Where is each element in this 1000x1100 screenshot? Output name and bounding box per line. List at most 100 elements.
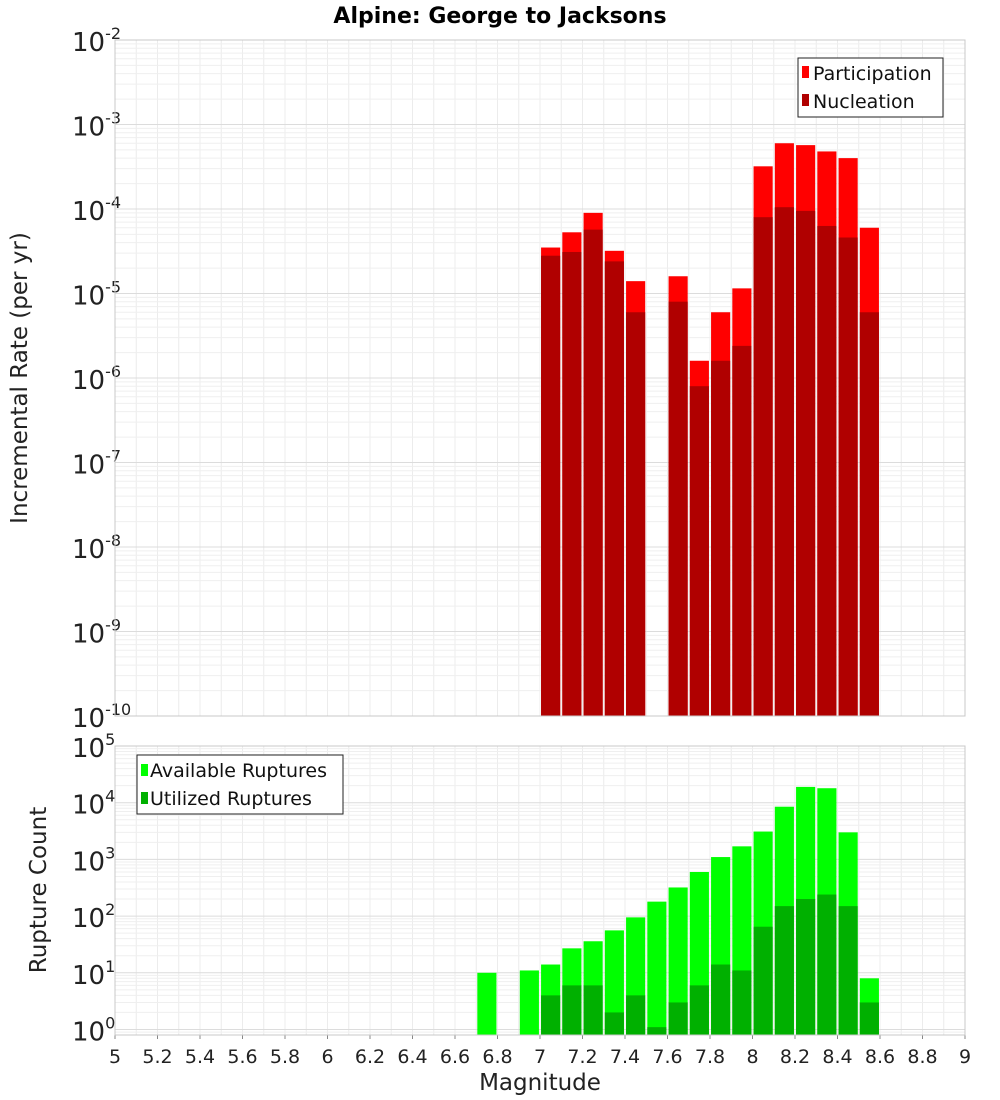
y-tick-base: 10 — [72, 366, 105, 396]
bar-utilized-ruptures — [562, 985, 582, 1035]
y-tick-base: 10 — [72, 451, 105, 481]
y-tick-exponent: 1 — [105, 957, 115, 976]
bottom-y-axis-label: Rupture Count — [26, 807, 52, 973]
bar-nucleation — [838, 237, 858, 717]
chart-title: Alpine: George to Jacksons — [333, 4, 666, 29]
y-tick-base: 10 — [72, 282, 105, 312]
bar-nucleation — [668, 301, 688, 716]
x-tick-label: 5.2 — [142, 1046, 172, 1068]
y-tick-base: 10 — [72, 113, 105, 143]
top-grid — [114, 39, 966, 717]
top-panel: 10-210-310-410-510-610-710-810-910-10 In… — [7, 24, 966, 734]
bottom-legend: Available Ruptures Utilized Ruptures — [136, 754, 344, 815]
bar-utilized-ruptures — [796, 899, 816, 1035]
bar-utilized-ruptures — [604, 1012, 624, 1035]
bar-nucleation — [774, 207, 794, 716]
bar-utilized-ruptures — [668, 1002, 688, 1035]
x-tick-label: 5.6 — [227, 1046, 257, 1068]
y-tick-base: 10 — [72, 28, 105, 58]
legend-label-utilized: Utilized Ruptures — [150, 788, 312, 810]
y-tick-label: 105 — [72, 730, 115, 764]
bar-nucleation — [583, 229, 603, 716]
legend-swatch-available — [141, 764, 148, 776]
legend-label-available: Available Ruptures — [150, 760, 327, 782]
y-tick-exponent: -9 — [105, 616, 121, 635]
y-tick-base: 10 — [72, 197, 105, 227]
y-tick-exponent: -6 — [105, 362, 121, 381]
legend-label-participation: Participation — [813, 63, 932, 85]
y-tick-label: 10-9 — [72, 616, 121, 650]
bar-nucleation — [626, 312, 646, 716]
x-tick-label: 7.8 — [695, 1046, 725, 1068]
bar-utilized-ruptures — [732, 970, 752, 1035]
x-ticks: 5 5.2 5.4 5.6 5.8 6 6.2 6.4 6.6 6.8 7 7.2 7.4 7.6 7.8 8… — [109, 1035, 971, 1068]
x-tick-label: 7.4 — [610, 1046, 640, 1068]
y-tick-label: 104 — [72, 787, 115, 821]
top-y-axis-label: Incremental Rate (per yr) — [7, 232, 33, 524]
bar-nucleation — [859, 312, 879, 716]
y-tick-exponent: -8 — [105, 531, 121, 550]
bar-utilized-ruptures — [859, 1002, 879, 1035]
bar-nucleation — [541, 255, 561, 716]
x-tick-label: 7.2 — [567, 1046, 597, 1068]
x-tick-label: 5.8 — [270, 1046, 300, 1068]
y-tick-base: 10 — [72, 1018, 105, 1048]
top-bars — [541, 143, 879, 717]
y-tick-base: 10 — [72, 791, 105, 821]
x-tick-label: 8.6 — [865, 1046, 895, 1068]
y-tick-label: 101 — [72, 957, 115, 991]
x-tick-label: 5 — [109, 1046, 121, 1068]
y-tick-exponent: -2 — [105, 24, 121, 43]
top-legend: Participation Nucleation — [797, 57, 944, 118]
x-tick-label: 8.2 — [780, 1046, 810, 1068]
bar-nucleation — [711, 360, 731, 716]
legend-swatch-nucleation — [802, 94, 809, 106]
bar-available-ruptures — [477, 972, 497, 1035]
x-tick-label: 6 — [321, 1046, 333, 1068]
bar-utilized-ruptures — [689, 985, 709, 1035]
y-tick-base: 10 — [72, 847, 105, 877]
x-axis-label: Magnitude — [479, 1070, 601, 1096]
y-tick-label: 10-4 — [72, 193, 121, 227]
y-tick-base: 10 — [72, 734, 105, 764]
bar-utilized-ruptures — [541, 995, 561, 1035]
y-tick-exponent: 4 — [105, 787, 115, 806]
bar-utilized-ruptures — [711, 964, 731, 1035]
bar-utilized-ruptures — [626, 995, 646, 1035]
bar-nucleation — [689, 386, 709, 716]
y-tick-exponent: -3 — [105, 109, 121, 128]
y-tick-exponent: 0 — [105, 1014, 115, 1033]
top-y-ticks: 10-210-310-410-510-610-710-810-910-10 — [72, 24, 131, 734]
top-legend-box — [797, 57, 944, 118]
y-tick-base: 10 — [72, 961, 105, 991]
legend-swatch-utilized — [141, 792, 148, 804]
bar-available-ruptures — [519, 970, 539, 1035]
x-tick-label: 6.8 — [482, 1046, 512, 1068]
bar-utilized-ruptures — [753, 926, 773, 1035]
x-tick-label: 5.4 — [185, 1046, 215, 1068]
legend-swatch-participation — [802, 66, 809, 78]
x-tick-label: 6.4 — [397, 1046, 427, 1068]
x-tick-label: 6.6 — [440, 1046, 470, 1068]
bar-available-ruptures — [668, 887, 688, 1035]
bar-nucleation — [817, 225, 837, 716]
legend-label-nucleation: Nucleation — [813, 91, 915, 113]
y-tick-label: 10-3 — [72, 109, 121, 143]
y-tick-label: 10-7 — [72, 447, 121, 481]
top-plot-border — [114, 39, 966, 717]
bar-utilized-ruptures — [647, 1027, 667, 1035]
bar-utilized-ruptures — [774, 906, 794, 1035]
y-tick-exponent: -7 — [105, 447, 121, 466]
bottom-bars — [477, 786, 879, 1035]
bar-nucleation — [732, 345, 752, 716]
bar-available-ruptures — [647, 901, 667, 1035]
y-tick-exponent: -4 — [105, 193, 121, 212]
y-tick-label: 103 — [72, 843, 115, 877]
y-tick-exponent: -5 — [105, 278, 121, 297]
y-tick-label: 10-10 — [72, 700, 131, 734]
x-tick-label: 7 — [534, 1046, 546, 1068]
y-tick-label: 10-8 — [72, 531, 121, 565]
